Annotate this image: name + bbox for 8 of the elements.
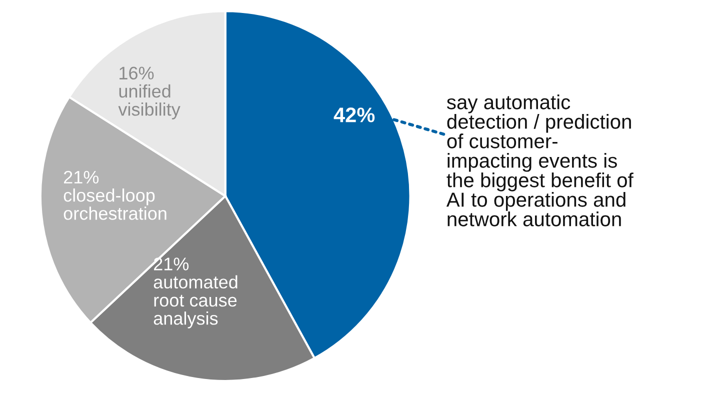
slice-label: unified visibility <box>118 84 180 120</box>
text: say automatic detection / prediction of customer- impacting events is the biggest benefit of AI to operations and network automation <box>446 94 634 226</box>
data-label: 21% <box>64 170 99 184</box>
data-label: 42% <box>334 108 375 122</box>
slice-label: closed-loop orchestration <box>64 188 166 220</box>
data-label: 21% <box>154 258 189 270</box>
data-label: 16% <box>120 66 154 80</box>
slice-label: automated root cause analysis <box>154 275 238 328</box>
